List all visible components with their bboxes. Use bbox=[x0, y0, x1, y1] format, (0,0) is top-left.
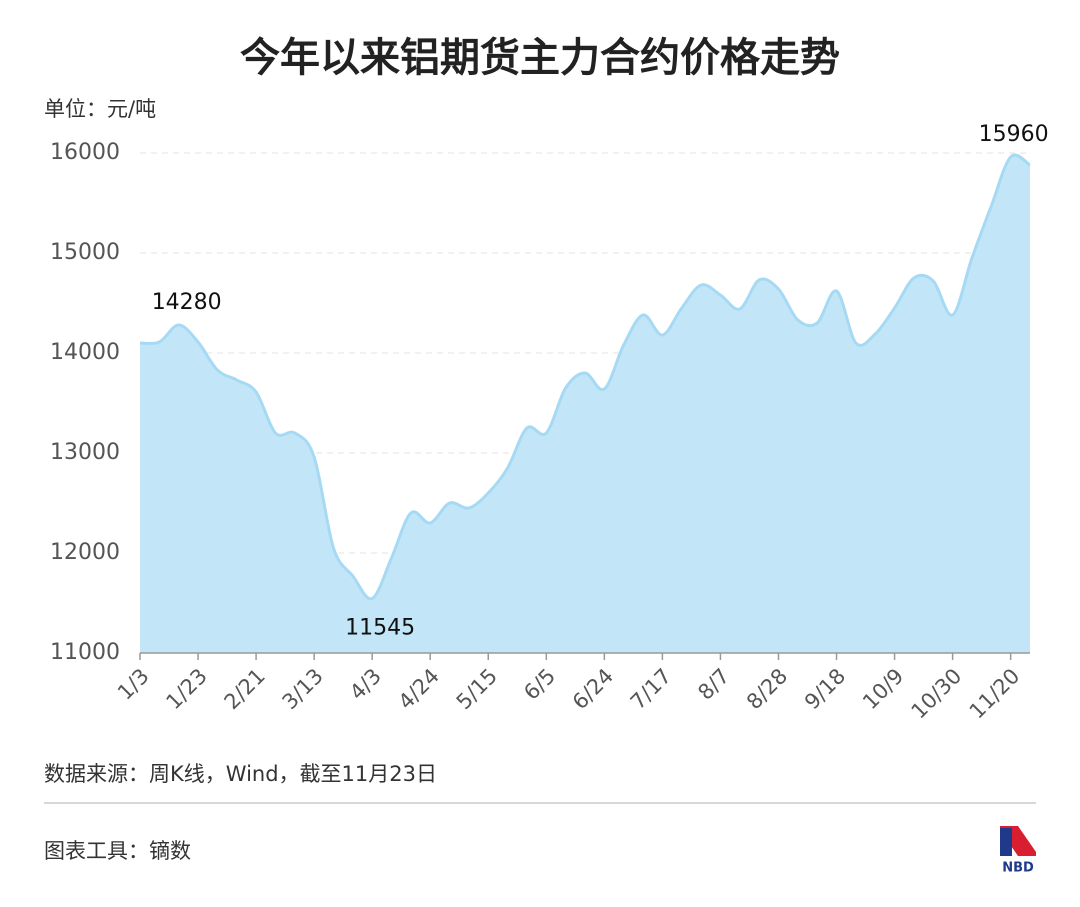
x-tick-label: 2/21 bbox=[220, 664, 270, 714]
source-note: 数据来源：周K线，Wind，截至11月23日 bbox=[44, 762, 437, 786]
y-tick-label: 16000 bbox=[50, 140, 120, 165]
chart-title: 今年以来铝期货主力合约价格走势 bbox=[240, 35, 840, 81]
x-tick-label: 7/17 bbox=[626, 664, 676, 714]
credit-note: 图表工具：镝数 bbox=[44, 839, 191, 863]
x-tick-label: 8/28 bbox=[742, 664, 792, 714]
x-tick-label: 6/24 bbox=[568, 664, 618, 714]
data-label: 11545 bbox=[345, 616, 415, 641]
area bbox=[140, 155, 1030, 653]
y-tick-label: 12000 bbox=[50, 540, 120, 565]
data-label: 15960 bbox=[979, 122, 1049, 147]
x-tick-label: 9/18 bbox=[800, 664, 850, 714]
logo-text: NBD bbox=[1002, 861, 1034, 876]
x-tick-label: 10/30 bbox=[907, 664, 967, 724]
x-tick-label: 3/13 bbox=[278, 664, 328, 714]
x-tick-label: 8/7 bbox=[693, 664, 734, 705]
y-tick-label: 15000 bbox=[50, 240, 120, 265]
x-tick-label: 4/3 bbox=[345, 664, 386, 705]
x-tick-label: 6/5 bbox=[519, 664, 560, 705]
x-tick-label: 1/3 bbox=[113, 664, 154, 705]
x-tick-label: 1/23 bbox=[161, 664, 211, 714]
x-tick-label: 4/24 bbox=[394, 664, 444, 714]
y-tick-label: 14000 bbox=[50, 340, 120, 365]
x-tick-label: 11/20 bbox=[965, 664, 1025, 724]
x-tick-label: 10/9 bbox=[858, 664, 908, 714]
x-tick-label: 5/15 bbox=[452, 664, 502, 714]
data-label: 14280 bbox=[152, 290, 222, 315]
line bbox=[139, 153, 1031, 601]
y-axis-unit: 单位：元/吨 bbox=[44, 97, 156, 121]
y-tick-label: 11000 bbox=[50, 640, 120, 665]
y-tick-label: 13000 bbox=[50, 440, 120, 465]
logo-icon bbox=[1000, 828, 1012, 856]
